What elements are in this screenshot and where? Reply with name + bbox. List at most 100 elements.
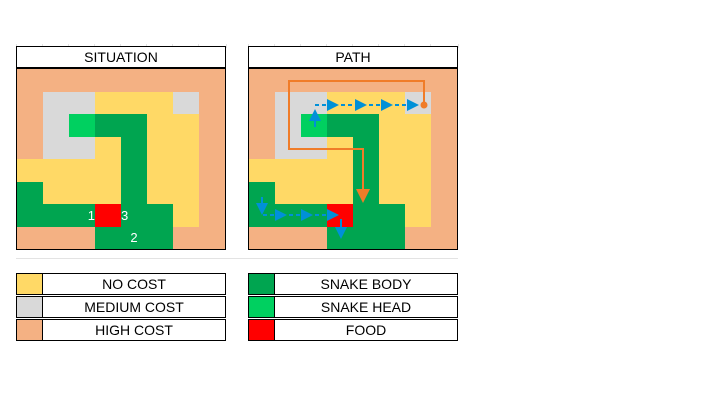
grid-cell xyxy=(147,181,173,204)
grid-cell xyxy=(301,114,327,137)
grid-cell xyxy=(301,69,327,92)
grid-cell xyxy=(69,114,95,137)
grid-cell xyxy=(173,114,199,137)
grid-cell xyxy=(173,226,199,249)
grid-cell xyxy=(147,136,173,159)
yellow-swatch xyxy=(17,274,43,294)
cell-number-label: 2 xyxy=(130,230,138,246)
grid-cell xyxy=(173,159,199,182)
grid-cell xyxy=(43,181,69,204)
grid-cell xyxy=(17,159,43,182)
grid-cell xyxy=(121,136,147,159)
grid-cell xyxy=(199,226,225,249)
grid-cell xyxy=(121,69,147,92)
grid-cell xyxy=(275,226,301,249)
grid-cell xyxy=(327,226,353,249)
peach-swatch xyxy=(17,320,43,340)
grid-cell: 1 xyxy=(69,204,95,227)
grid-cell xyxy=(431,114,457,137)
grid-cell: 3 xyxy=(121,204,147,227)
light-green-swatch xyxy=(249,297,275,317)
path-title: PATH xyxy=(248,46,458,68)
grid-cell xyxy=(17,136,43,159)
grid-cell xyxy=(327,69,353,92)
grid-cell xyxy=(199,159,225,182)
legend-row: NO COST xyxy=(16,273,226,295)
grid-cell xyxy=(431,204,457,227)
grid-cell xyxy=(69,226,95,249)
grid-cell xyxy=(199,114,225,137)
grid-cell xyxy=(173,181,199,204)
grid-cell xyxy=(199,91,225,114)
grid-cell xyxy=(431,226,457,249)
grid-cell xyxy=(405,69,431,92)
grid-cell xyxy=(249,204,275,227)
cell-number-label: 1 xyxy=(87,207,95,223)
grid-cell xyxy=(17,91,43,114)
grid-cell xyxy=(249,159,275,182)
legend-label: NO COST xyxy=(102,276,166,292)
legend-row: SNAKE BODY xyxy=(248,273,458,295)
grid-cell xyxy=(249,226,275,249)
grid-cell xyxy=(405,136,431,159)
grid-cell xyxy=(69,181,95,204)
legend-row: HIGH COST xyxy=(16,319,226,341)
legend-label: FOOD xyxy=(345,322,387,338)
grid-cell xyxy=(327,114,353,137)
grid-cell xyxy=(379,204,405,227)
grid-cell xyxy=(43,91,69,114)
grid-cell xyxy=(249,91,275,114)
legend-label: HIGH COST xyxy=(95,322,173,338)
grid-cell xyxy=(379,136,405,159)
grid-cell xyxy=(353,181,379,204)
grid-cell xyxy=(327,91,353,114)
grid-cell xyxy=(199,136,225,159)
grid-cell xyxy=(353,69,379,92)
grid-cell xyxy=(431,159,457,182)
grid-cell xyxy=(121,159,147,182)
grid-cell xyxy=(353,91,379,114)
grid-cell xyxy=(353,226,379,249)
grid-cell xyxy=(43,159,69,182)
grid-cell xyxy=(69,91,95,114)
grid-cell xyxy=(95,91,121,114)
grid-cell xyxy=(353,114,379,137)
grid-cell xyxy=(17,69,43,92)
cell-number-label: 3 xyxy=(121,207,129,223)
grid-cell xyxy=(95,226,121,249)
legend-row: MEDIUM COST xyxy=(16,296,226,318)
dark-green-swatch xyxy=(249,274,275,294)
grid-cell xyxy=(121,91,147,114)
gray-swatch xyxy=(17,297,43,317)
grid-cell xyxy=(147,114,173,137)
grid-cell xyxy=(173,204,199,227)
grid-cell xyxy=(43,204,69,227)
grid-cell xyxy=(327,159,353,182)
grid-cell xyxy=(379,114,405,137)
grid-cell xyxy=(405,91,431,114)
grid-cell xyxy=(327,181,353,204)
grid-cell xyxy=(249,181,275,204)
grid-cell xyxy=(353,136,379,159)
grid-cell xyxy=(275,181,301,204)
grid-cell xyxy=(327,136,353,159)
grid-cell xyxy=(301,181,327,204)
grid-cell xyxy=(301,159,327,182)
grid-cell xyxy=(275,114,301,137)
grid-cell xyxy=(43,114,69,137)
grid-cell xyxy=(379,159,405,182)
grid-cell xyxy=(17,181,43,204)
grid-cell xyxy=(173,91,199,114)
grid-cell xyxy=(95,181,121,204)
legend-label: SNAKE BODY xyxy=(320,276,412,292)
grid-cell xyxy=(275,159,301,182)
grid-cell xyxy=(275,91,301,114)
grid-cell xyxy=(275,204,301,227)
grid-cell xyxy=(405,204,431,227)
grid-cell xyxy=(43,136,69,159)
grid-cell xyxy=(275,136,301,159)
grid-cell xyxy=(95,114,121,137)
grid-cell xyxy=(405,181,431,204)
grid-cell xyxy=(95,69,121,92)
grid-cell xyxy=(431,136,457,159)
